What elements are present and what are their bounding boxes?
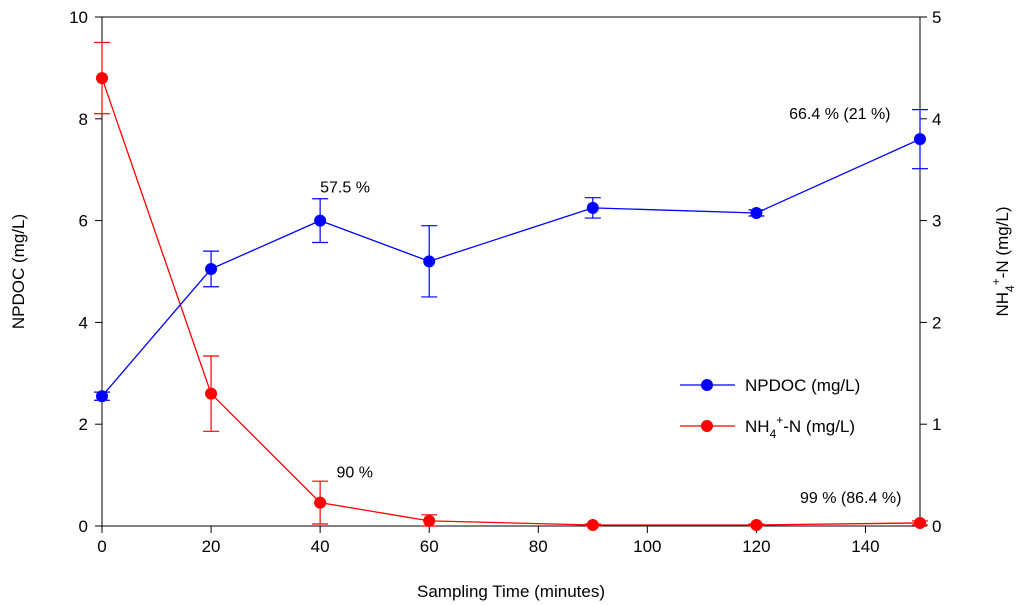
data-point	[314, 214, 327, 227]
x-tick-label: 40	[311, 537, 330, 556]
legend-marker	[701, 379, 713, 391]
right-y-axis-title: NH4+-N (mg/L)	[989, 206, 1017, 316]
x-tick-label: 80	[529, 537, 548, 556]
x-axis-title: Sampling Time (minutes)	[417, 582, 605, 601]
x-tick-label: 60	[420, 537, 439, 556]
x-tick-label: 120	[742, 537, 770, 556]
series-layer	[94, 41, 928, 531]
data-point	[423, 255, 436, 268]
right-y-tick-label: 4	[932, 110, 941, 129]
data-point	[750, 518, 763, 531]
annotation-layer: 57.5 % 66.4 % (21 %) 90 % 99 % (86.4 %)	[320, 106, 901, 507]
x-tick-label: 100	[633, 537, 661, 556]
left-y-tick-label: 10	[69, 8, 88, 27]
annotation-label: 66.4 % (21 %)	[789, 106, 890, 123]
data-point	[423, 514, 436, 527]
series-line	[101, 77, 921, 526]
right-y-axis-title-sub: 4	[1003, 285, 1017, 292]
series-npdoc	[94, 109, 928, 403]
left-y-axis-title: NPDOC (mg/L)	[9, 214, 28, 329]
left-y-tick-label: 8	[79, 110, 88, 129]
left-y-tick-label: 6	[79, 212, 88, 231]
series-line	[101, 138, 921, 397]
data-point	[314, 496, 327, 509]
annotation-label: 57.5 %	[320, 180, 370, 197]
legend-label: NPDOC (mg/L)	[745, 376, 860, 395]
right-y-axis-title-sup: +	[989, 278, 1003, 285]
left-y-tick-label: 2	[79, 415, 88, 434]
legend-label: NH4+-N (mg/L)	[745, 413, 855, 441]
data-point	[586, 518, 599, 531]
x-tick-label: 0	[97, 537, 106, 556]
data-point	[96, 390, 108, 403]
data-point	[914, 516, 926, 529]
right-y-tick-label: 5	[932, 8, 941, 27]
data-point	[914, 133, 926, 146]
right-y-tick-label: 1	[932, 415, 941, 434]
data-point	[205, 262, 218, 275]
left-y-tick-label: 0	[79, 517, 88, 536]
left-y-tick-label: 4	[79, 313, 88, 332]
data-point	[205, 387, 218, 400]
right-y-axis-title-main: NH	[993, 292, 1012, 317]
x-tick-label: 20	[202, 537, 221, 556]
data-point	[96, 72, 108, 85]
right-y-axis-title-rest: -N (mg/L)	[993, 206, 1012, 278]
series-nh4	[94, 41, 928, 531]
legend: NPDOC (mg/L) NH4+-N (mg/L)	[680, 376, 860, 441]
data-point	[750, 206, 763, 219]
legend-marker	[701, 420, 713, 432]
annotation-label: 90 %	[336, 465, 372, 482]
right-y-tick-label: 3	[932, 212, 941, 231]
right-y-tick-label: 2	[932, 313, 941, 332]
right-y-tick-label: 0	[932, 517, 941, 536]
data-point	[586, 201, 599, 214]
x-tick-label: 140	[851, 537, 879, 556]
annotation-label: 99 % (86.4 %)	[800, 490, 901, 507]
